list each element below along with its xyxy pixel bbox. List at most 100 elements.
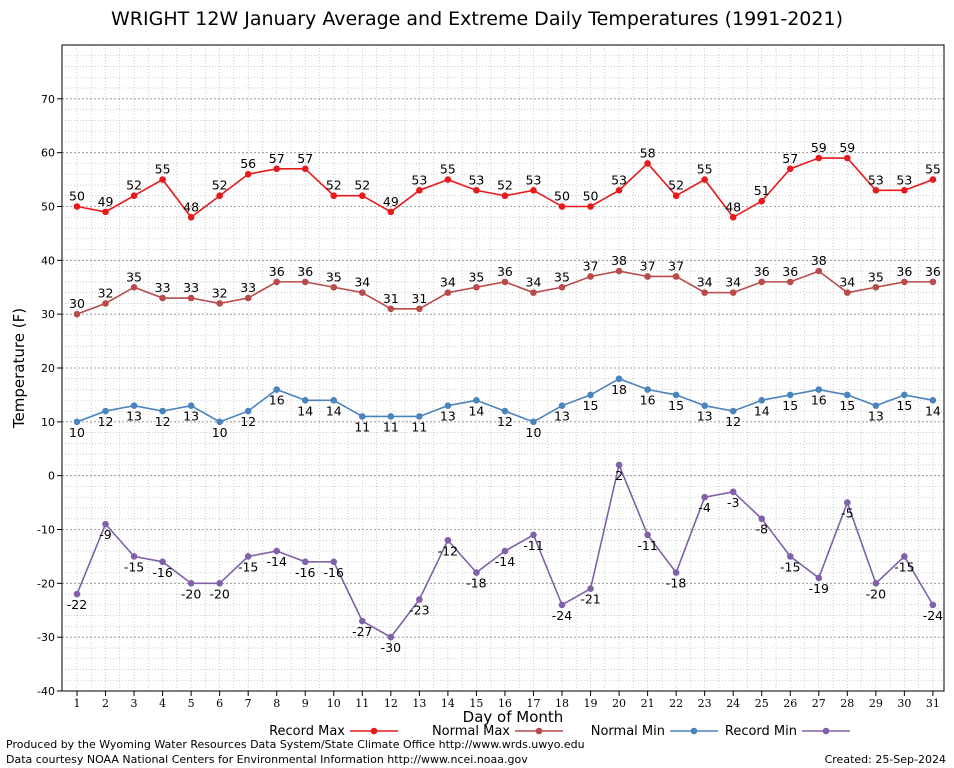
x-tick-label: 21 xyxy=(641,697,655,710)
record-max-data-label: 52 xyxy=(668,178,684,193)
record-min-point xyxy=(587,585,594,593)
record-max-data-label: 52 xyxy=(354,178,370,193)
normal-max-point xyxy=(244,294,252,302)
x-tick-label: 7 xyxy=(245,697,252,710)
record-max-point xyxy=(216,192,223,200)
record-min-data-label: -22 xyxy=(67,597,87,612)
legend: Record Max Normal Max Normal Min Record Min xyxy=(269,724,850,739)
x-tick-label: 12 xyxy=(384,697,398,710)
record-min-data-label: -9 xyxy=(99,527,112,542)
normal-max-data-label: 32 xyxy=(212,285,228,300)
normal-max-point xyxy=(216,300,223,307)
normal-min-point xyxy=(330,397,338,404)
y-tick-label: 70 xyxy=(41,93,55,106)
record-min-data-label: -20 xyxy=(181,586,201,601)
normal-max-point xyxy=(387,305,395,313)
normal-min-data-label: 12 xyxy=(497,414,513,429)
record-min-point xyxy=(929,601,937,609)
normal-min-point xyxy=(872,402,880,409)
record-max-data-label: 50 xyxy=(69,189,85,204)
normal-max-data-label: 31 xyxy=(411,291,427,306)
normal-min-data-label: 13 xyxy=(697,409,713,424)
normal-min-point xyxy=(558,402,566,409)
record-min-point xyxy=(758,515,766,523)
record-max-data-label: 49 xyxy=(383,194,399,209)
normal-max-data-label: 33 xyxy=(240,280,256,295)
normal-min-data-label: 14 xyxy=(326,403,342,418)
y-tick-label: 60 xyxy=(41,147,55,160)
y-tick-label: 10 xyxy=(41,416,55,429)
record-max-data-label: 48 xyxy=(183,199,199,214)
x-tick-label: 1 xyxy=(74,697,81,710)
record-min-point xyxy=(187,580,195,587)
record-max-point xyxy=(159,176,166,183)
normal-min-data-label: 10 xyxy=(212,425,228,440)
record-max-data-label: 52 xyxy=(326,178,342,193)
record-min-data-label: -14 xyxy=(495,554,515,569)
record-min-data-label: -8 xyxy=(755,522,768,537)
x-tick-label: 25 xyxy=(755,697,769,710)
normal-max-point xyxy=(530,289,537,296)
normal-min-data-label: 12 xyxy=(98,414,114,429)
y-axis-label: Temperature (F) xyxy=(10,308,28,429)
record-min-point xyxy=(102,520,109,528)
record-max-data-label: 53 xyxy=(611,172,627,187)
normal-min-point xyxy=(587,391,594,399)
normal-max-point xyxy=(844,289,851,296)
normal-min-data-label: 15 xyxy=(668,398,684,413)
normal-min-data-label: 14 xyxy=(297,403,313,418)
record-min-data-label: 2 xyxy=(615,468,623,483)
normal-min-point xyxy=(729,407,737,415)
normal-max-point xyxy=(187,294,195,302)
normal-max-point xyxy=(473,283,480,291)
normal-max-data-label: 32 xyxy=(98,285,114,300)
normal-max-point xyxy=(130,283,138,291)
y-tick-label: -10 xyxy=(37,524,55,537)
normal-min-point xyxy=(301,397,309,404)
record-min-point xyxy=(501,547,509,555)
record-max-point xyxy=(872,187,880,194)
normal-min-data-label: 14 xyxy=(468,403,484,418)
record-max-data-label: 50 xyxy=(554,189,570,204)
record-max-data-label: 48 xyxy=(725,199,741,214)
x-tick-label: 22 xyxy=(669,697,683,710)
record-min-data-label: -27 xyxy=(352,624,372,639)
x-tick-label: 2 xyxy=(102,697,109,710)
record-min-point xyxy=(130,553,138,560)
normal-max-data-label: 35 xyxy=(468,269,484,284)
record-max-point xyxy=(558,203,566,210)
x-tick-label: 24 xyxy=(726,697,740,710)
record-min-point xyxy=(558,601,566,609)
record-max-point xyxy=(359,192,366,200)
created-date: Created: 25-Sep-2024 xyxy=(824,753,946,766)
normal-min-data-label: 11 xyxy=(383,419,399,434)
record-min-data-label: -16 xyxy=(324,565,344,580)
normal-max-point xyxy=(587,273,594,280)
record-min-point xyxy=(73,590,81,598)
record-min-data-label: -20 xyxy=(209,586,229,601)
record-min-point xyxy=(615,461,623,469)
credit-line-1: Produced by the Wyoming Water Resources … xyxy=(6,738,585,751)
x-tick-label: 10 xyxy=(327,697,341,710)
normal-max-point xyxy=(73,310,81,318)
record-min-point xyxy=(786,553,794,560)
record-min-data-label: -24 xyxy=(552,608,572,623)
normal-min-point xyxy=(615,375,623,383)
x-tick-label: 14 xyxy=(441,697,455,710)
normal-min-data-label: 15 xyxy=(896,398,912,413)
normal-min-point xyxy=(844,391,851,399)
normal-max-data-label: 34 xyxy=(526,275,542,290)
normal-min-data-label: 13 xyxy=(554,409,570,424)
record-max-point xyxy=(672,192,680,200)
x-tick-label: 16 xyxy=(498,697,512,710)
normal-max-point xyxy=(444,289,452,296)
record-min-data-label: -20 xyxy=(866,586,886,601)
normal-max-data-label: 36 xyxy=(925,264,941,279)
normal-max-data-label: 33 xyxy=(183,280,199,295)
legend-marker-normal-max xyxy=(535,727,543,735)
normal-max-data-label: 36 xyxy=(269,264,285,279)
record-min-data-label: -14 xyxy=(266,554,286,569)
normal-min-series: 10 12 13 12 13 10 12 16 14 14 11 11 11 13 14 12 10 13 15 18… xyxy=(69,375,941,440)
record-max-data-label: 57 xyxy=(297,151,313,166)
normal-max-series: 30 32 35 33 33 32 33 36 36 35 34 31 31 34 35 36 34 35 37 38… xyxy=(69,253,941,318)
